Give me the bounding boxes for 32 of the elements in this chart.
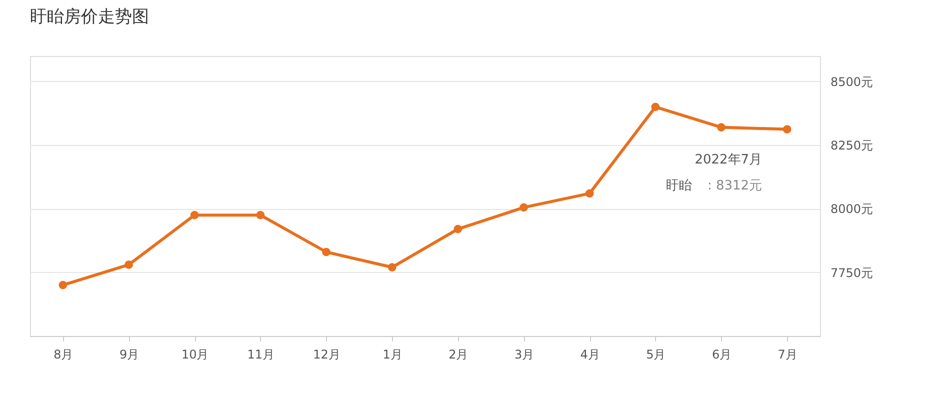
point <box>717 123 726 132</box>
chart-title: 盱眙房价走势图 <box>30 7 149 27</box>
y-tick-label: 8250元 <box>830 138 874 153</box>
x-tick-label: 3月 <box>514 348 534 362</box>
y-tick-label: 8500元 <box>830 74 874 89</box>
x-tick-label: 4月 <box>580 348 600 362</box>
point <box>651 102 660 112</box>
point <box>124 260 133 269</box>
y-tick-label: 8000元 <box>830 202 874 216</box>
y-tick-label: 7750元 <box>830 266 874 280</box>
x-tick-label: 8月 <box>54 348 74 362</box>
point <box>388 263 396 272</box>
point <box>782 125 792 134</box>
x-tick-label: 11月 <box>247 348 275 362</box>
point <box>322 248 330 256</box>
x-tick-label: 5月 <box>646 348 666 362</box>
point <box>58 280 68 290</box>
x-tick-label: 1月 <box>382 348 402 362</box>
point <box>256 210 265 220</box>
text: 盱眙 <box>666 178 692 194</box>
point <box>190 210 199 220</box>
annotation: : 8312元 <box>707 178 762 194</box>
x-tick-label: 10月 <box>181 348 209 362</box>
x-tick-label: 12月 <box>313 348 340 362</box>
point <box>520 203 528 212</box>
annotation: 2022年7月 <box>694 152 762 168</box>
x-tick-label: 9月 <box>119 348 140 362</box>
x-tick-label: 2月 <box>448 348 468 362</box>
x-tick-label: 7月 <box>778 348 798 362</box>
point <box>585 189 594 198</box>
point <box>454 224 462 234</box>
x-tick-label: 6月 <box>712 348 732 362</box>
